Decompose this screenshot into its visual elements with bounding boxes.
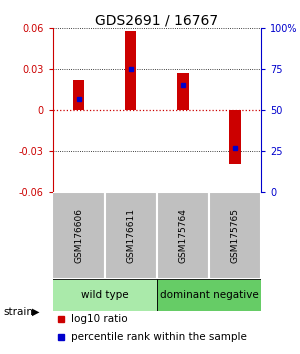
Text: strain: strain: [3, 307, 33, 317]
Text: wild type: wild type: [81, 290, 128, 300]
Bar: [177, 73, 188, 110]
Text: ▶: ▶: [32, 307, 39, 317]
Text: GSM175765: GSM175765: [230, 208, 239, 263]
Bar: [52, 192, 105, 279]
Bar: [73, 80, 84, 110]
Text: GSM176606: GSM176606: [74, 208, 83, 263]
Bar: [157, 192, 209, 279]
Bar: [209, 192, 261, 279]
Bar: [52, 279, 157, 311]
Bar: [125, 31, 136, 110]
Text: GSM176611: GSM176611: [126, 208, 135, 263]
Text: percentile rank within the sample: percentile rank within the sample: [71, 332, 247, 342]
Text: dominant negative: dominant negative: [160, 290, 258, 300]
Text: log10 ratio: log10 ratio: [71, 314, 128, 324]
Bar: [105, 192, 157, 279]
Title: GDS2691 / 16767: GDS2691 / 16767: [95, 13, 218, 27]
Bar: [157, 279, 261, 311]
Text: GSM175764: GSM175764: [178, 208, 187, 263]
Bar: [229, 110, 241, 165]
